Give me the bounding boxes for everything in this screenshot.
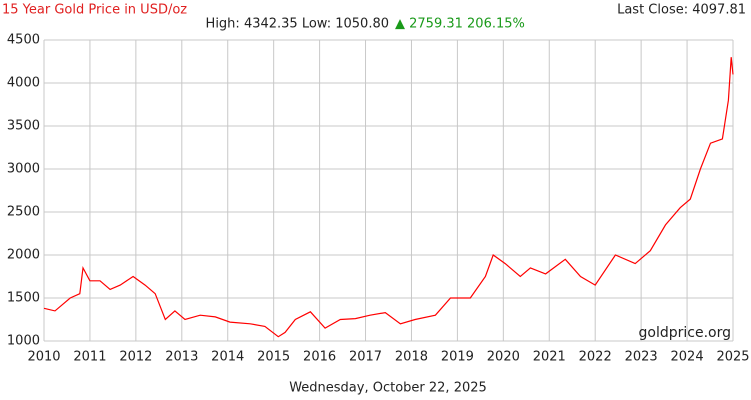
y-tick-label: 1000	[7, 334, 40, 349]
y-tick-label: 2500	[7, 205, 40, 220]
x-tick-label: 2023	[625, 350, 658, 365]
x-tick-label: 2017	[349, 350, 382, 365]
x-tick-label: 2022	[579, 350, 612, 365]
last-close: Last Close: 4097.81	[617, 3, 746, 18]
x-tick-label: 2011	[73, 350, 106, 365]
change: ▲ 2759.31 206.15%	[395, 17, 525, 32]
x-tick-label: 2025	[716, 350, 749, 365]
y-tick-label: 4500	[7, 33, 40, 48]
x-tick-label: 2020	[487, 350, 520, 365]
x-tick-label: 2024	[671, 350, 704, 365]
y-tick-label: 4000	[7, 76, 40, 91]
y-tick-label: 1500	[7, 291, 40, 306]
y-tick-label: 3500	[7, 119, 40, 134]
y-tick-label: 2000	[7, 248, 40, 263]
x-tick-label: 2019	[441, 350, 474, 365]
stats: High: 4342.35 Low: 1050.80	[206, 17, 389, 32]
y-tick-label: 3000	[7, 162, 40, 177]
x-tick-label: 2013	[165, 350, 198, 365]
x-tick-label: 2018	[395, 350, 428, 365]
chart-title: 15 Year Gold Price in USD/oz	[2, 3, 187, 18]
price-line	[43, 57, 734, 338]
date: Wednesday, October 22, 2025	[289, 381, 487, 396]
x-tick-label: 2014	[211, 350, 244, 365]
x-tick-label: 2010	[27, 350, 60, 365]
x-tick-label: 2021	[533, 350, 566, 365]
watermark: goldprice.org	[639, 325, 731, 341]
x-tick-label: 2012	[119, 350, 152, 365]
x-tick-label: 2016	[303, 350, 336, 365]
x-tick-label: 2015	[257, 350, 290, 365]
